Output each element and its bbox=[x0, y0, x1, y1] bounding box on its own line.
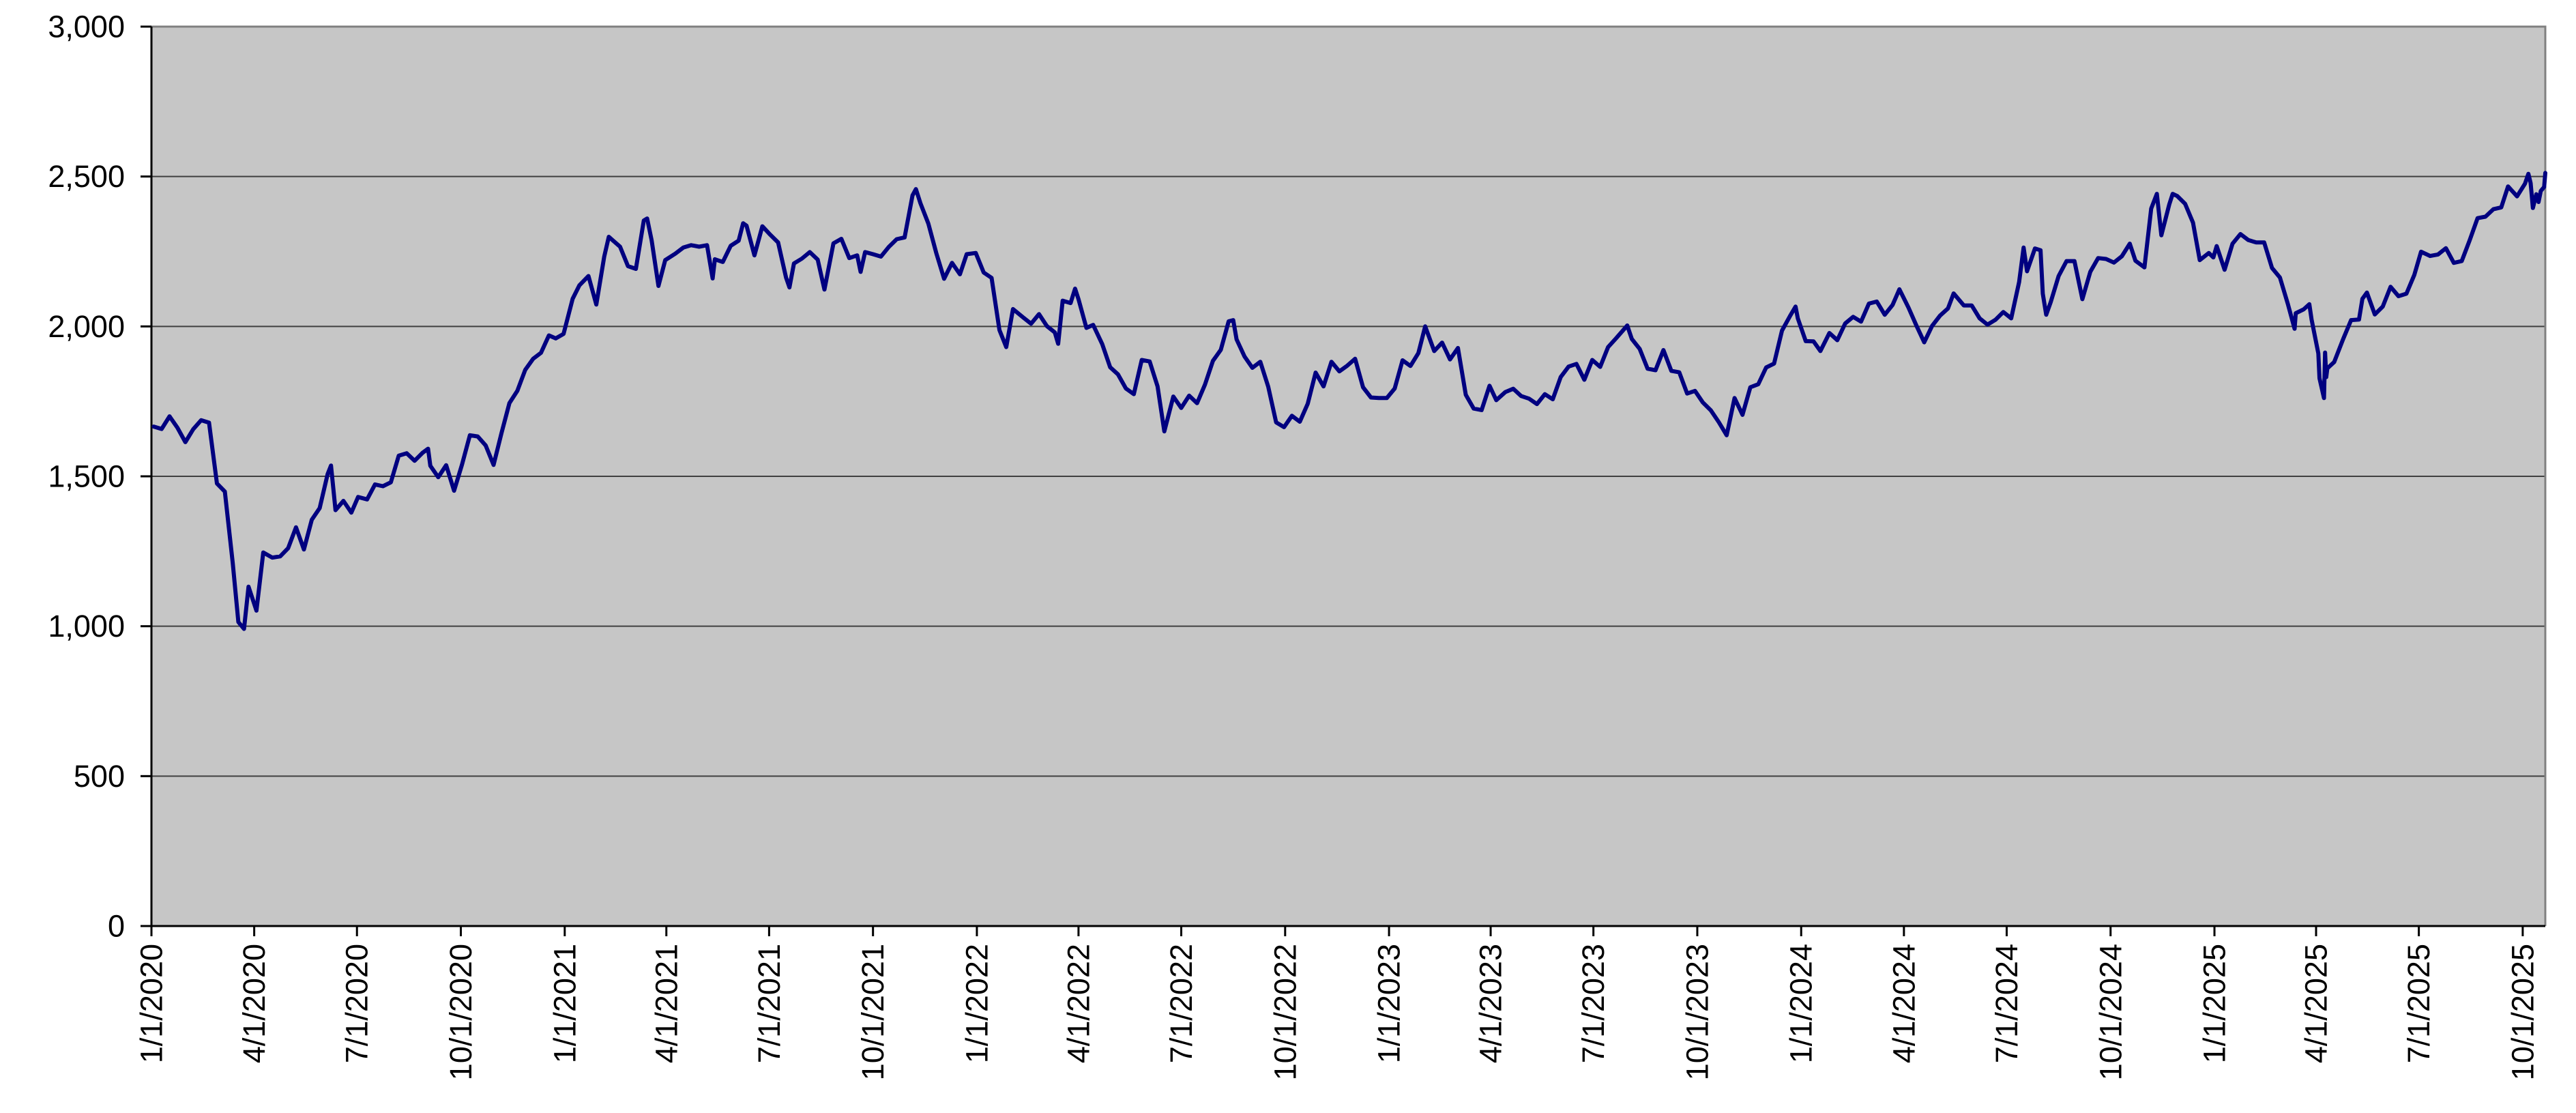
x-axis-label: 1/1/2022 bbox=[959, 944, 994, 1063]
x-axis-label: 7/1/2025 bbox=[2401, 944, 2436, 1063]
x-axis-label: 4/1/2025 bbox=[2298, 944, 2333, 1063]
y-axis-label: 1,500 bbox=[48, 459, 125, 494]
x-axis-label: 10/1/2023 bbox=[1680, 944, 1714, 1080]
series-line bbox=[151, 171, 2547, 631]
x-axis-label: 10/1/2020 bbox=[443, 944, 478, 1080]
x-axis-label: 7/1/2023 bbox=[1576, 944, 1611, 1063]
x-axis-label: 10/1/2021 bbox=[855, 944, 890, 1080]
x-axis-label: 1/1/2020 bbox=[134, 944, 169, 1063]
y-axis-label: 3,000 bbox=[48, 10, 125, 44]
x-axis-label: 10/1/2022 bbox=[1268, 944, 1302, 1080]
x-axis-label: 7/1/2024 bbox=[1989, 944, 2024, 1063]
x-axis-label: 1/1/2025 bbox=[2197, 944, 2232, 1063]
x-axis-label: 4/1/2024 bbox=[1886, 944, 1921, 1063]
x-axis-label: 7/1/2020 bbox=[340, 944, 375, 1063]
plot-border bbox=[151, 25, 2547, 926]
x-axis-label: 4/1/2023 bbox=[1474, 944, 1508, 1063]
x-axis-label: 10/1/2025 bbox=[2505, 944, 2540, 1080]
x-axis-label: 7/1/2022 bbox=[1164, 944, 1199, 1063]
y-axis-label: 1,000 bbox=[48, 609, 125, 644]
x-axis-label: 10/1/2024 bbox=[2093, 944, 2128, 1080]
x-axis-label: 4/1/2020 bbox=[237, 944, 272, 1063]
x-axis-label: 1/1/2021 bbox=[547, 944, 582, 1063]
y-axis-label: 0 bbox=[108, 909, 125, 944]
y-axis-label: 2,000 bbox=[48, 309, 125, 344]
y-axis-label: 500 bbox=[74, 759, 125, 794]
x-axis-label: 1/1/2023 bbox=[1372, 944, 1407, 1063]
x-axis-label: 1/1/2024 bbox=[1784, 944, 1819, 1063]
x-axis-label: 4/1/2022 bbox=[1061, 944, 1096, 1063]
y-axis-label: 2,500 bbox=[48, 159, 125, 194]
x-axis-label: 7/1/2021 bbox=[752, 944, 787, 1063]
x-axis-label: 4/1/2021 bbox=[649, 944, 684, 1063]
